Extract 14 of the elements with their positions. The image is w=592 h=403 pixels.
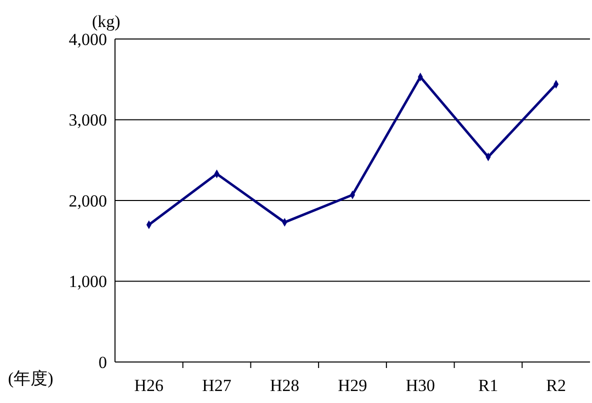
y-tick-label: 3,000 <box>68 110 107 130</box>
x-tick-label: H29 <box>338 376 368 395</box>
x-tick-label: R2 <box>546 376 566 395</box>
y-tick-label: 2,000 <box>68 191 107 210</box>
y-axis-title: (kg) <box>92 12 120 31</box>
x-tick-label: H30 <box>406 376 435 395</box>
x-tick-label: H26 <box>134 376 164 395</box>
x-tick-label: H27 <box>202 376 232 395</box>
x-tick-label: H28 <box>270 376 300 395</box>
x-tick-label: R1 <box>478 376 498 395</box>
y-tick-label: 4,000 <box>68 30 107 49</box>
y-tick-label: 0 <box>98 352 107 372</box>
y-tick-label: 1,000 <box>68 272 107 292</box>
x-axis-title: (年度) <box>8 369 54 388</box>
